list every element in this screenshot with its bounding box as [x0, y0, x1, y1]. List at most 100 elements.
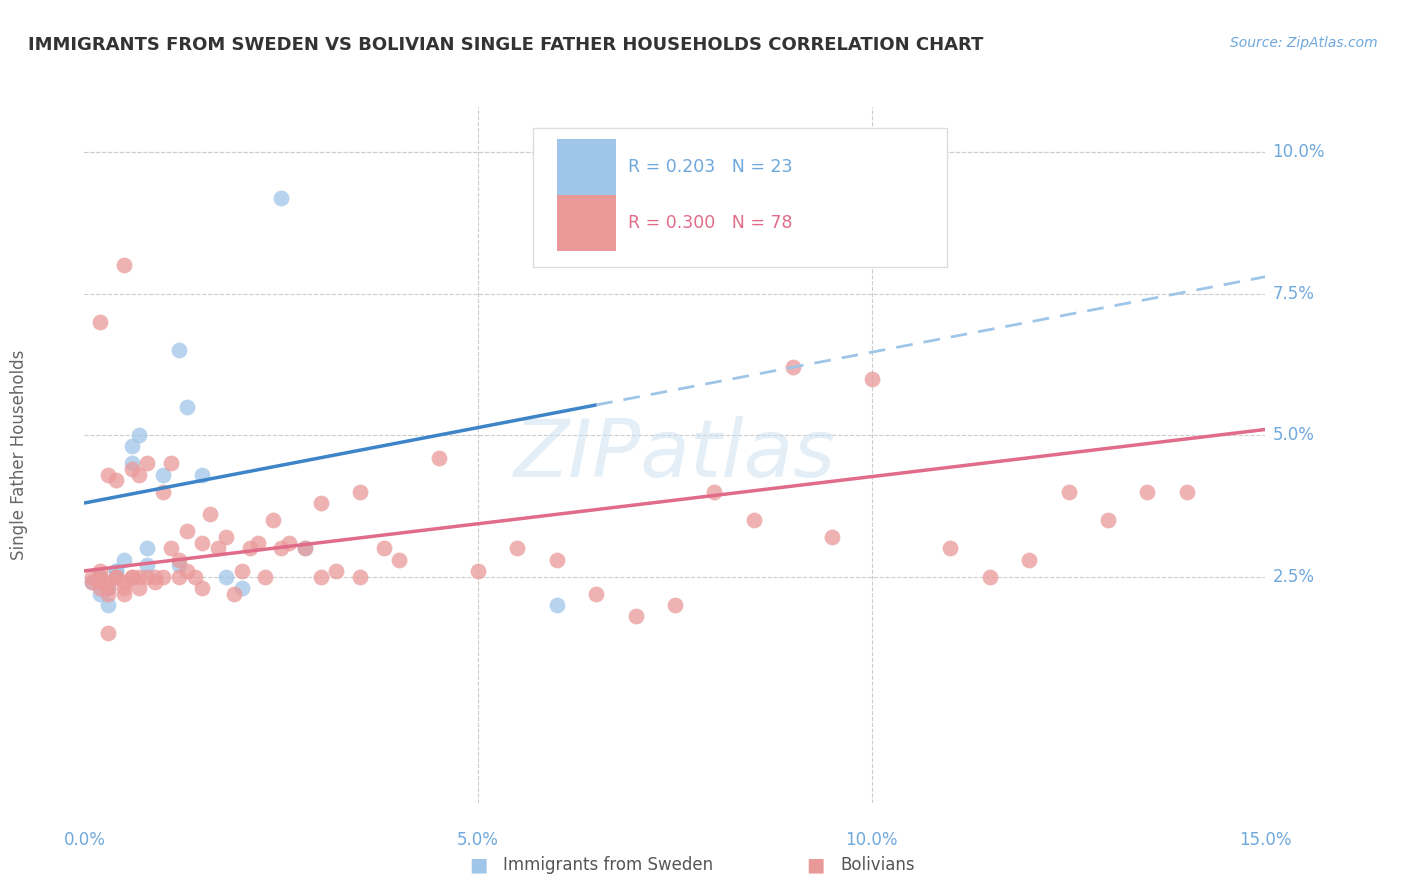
Point	[167, 569, 190, 583]
Point	[278, 535, 301, 549]
Point	[231, 581, 253, 595]
Point	[294, 541, 316, 556]
Point	[89, 564, 111, 578]
Point	[349, 569, 371, 583]
Text: ■: ■	[468, 855, 488, 875]
Text: 5.0%: 5.0%	[1272, 426, 1315, 444]
Point	[373, 541, 395, 556]
Point	[167, 558, 190, 573]
Point	[89, 575, 111, 590]
Text: Single Father Households: Single Father Households	[10, 350, 28, 560]
Text: R = 0.300   N = 78: R = 0.300 N = 78	[627, 214, 792, 232]
Point	[104, 564, 127, 578]
Point	[427, 450, 450, 465]
Point	[97, 586, 120, 600]
Point	[585, 586, 607, 600]
Point	[136, 541, 159, 556]
Point	[309, 569, 332, 583]
Point	[294, 541, 316, 556]
Text: 0.0%: 0.0%	[63, 830, 105, 848]
Point	[121, 439, 143, 453]
Point	[160, 457, 183, 471]
Point	[136, 569, 159, 583]
Point	[742, 513, 765, 527]
Point	[128, 428, 150, 442]
Point	[97, 581, 120, 595]
Point	[136, 457, 159, 471]
Text: 7.5%: 7.5%	[1272, 285, 1315, 302]
Point	[152, 569, 174, 583]
Point	[191, 467, 214, 482]
Point	[97, 626, 120, 640]
Point	[782, 360, 804, 375]
Point	[979, 569, 1001, 583]
Point	[104, 569, 127, 583]
Point	[939, 541, 962, 556]
Point	[703, 484, 725, 499]
Text: ZIPatlas: ZIPatlas	[513, 416, 837, 494]
Point	[821, 530, 844, 544]
Point	[128, 581, 150, 595]
Point	[89, 581, 111, 595]
Point	[262, 513, 284, 527]
Point	[1175, 484, 1198, 499]
Point	[176, 400, 198, 414]
Point	[112, 575, 135, 590]
Point	[664, 598, 686, 612]
Point	[1097, 513, 1119, 527]
Point	[270, 541, 292, 556]
Point	[89, 315, 111, 329]
Text: ■: ■	[806, 855, 825, 875]
FancyBboxPatch shape	[557, 139, 616, 194]
Point	[860, 371, 883, 385]
Text: 10.0%: 10.0%	[1272, 144, 1324, 161]
Point	[160, 541, 183, 556]
Point	[467, 564, 489, 578]
Text: Source: ZipAtlas.com: Source: ZipAtlas.com	[1230, 36, 1378, 50]
Point	[349, 484, 371, 499]
Point	[121, 569, 143, 583]
Point	[128, 569, 150, 583]
Point	[215, 530, 238, 544]
Point	[143, 575, 166, 590]
Point	[325, 564, 347, 578]
Point	[239, 541, 262, 556]
Point	[112, 581, 135, 595]
Point	[128, 467, 150, 482]
Point	[89, 569, 111, 583]
Point	[388, 552, 411, 566]
Point	[97, 581, 120, 595]
Point	[82, 575, 104, 590]
Point	[89, 586, 111, 600]
Point	[624, 609, 647, 624]
Point	[1057, 484, 1080, 499]
Point	[97, 467, 120, 482]
FancyBboxPatch shape	[533, 128, 946, 267]
Text: Bolivians: Bolivians	[841, 856, 915, 874]
Point	[121, 569, 143, 583]
Text: 10.0%: 10.0%	[845, 830, 898, 848]
Text: IMMIGRANTS FROM SWEDEN VS BOLIVIAN SINGLE FATHER HOUSEHOLDS CORRELATION CHART: IMMIGRANTS FROM SWEDEN VS BOLIVIAN SINGL…	[28, 36, 983, 54]
Point	[1136, 484, 1159, 499]
Point	[167, 343, 190, 358]
Point	[200, 508, 222, 522]
Point	[89, 569, 111, 583]
Point	[176, 524, 198, 539]
Point	[176, 564, 198, 578]
Point	[112, 586, 135, 600]
Point	[152, 467, 174, 482]
Point	[254, 569, 277, 583]
Point	[152, 484, 174, 499]
Text: 15.0%: 15.0%	[1239, 830, 1292, 848]
Point	[97, 575, 120, 590]
Point	[191, 535, 214, 549]
Point	[546, 552, 568, 566]
Point	[82, 575, 104, 590]
Point	[191, 581, 214, 595]
Point	[309, 496, 332, 510]
Point	[97, 598, 120, 612]
Point	[222, 586, 245, 600]
Point	[506, 541, 529, 556]
Point	[1018, 552, 1040, 566]
Point	[82, 569, 104, 583]
